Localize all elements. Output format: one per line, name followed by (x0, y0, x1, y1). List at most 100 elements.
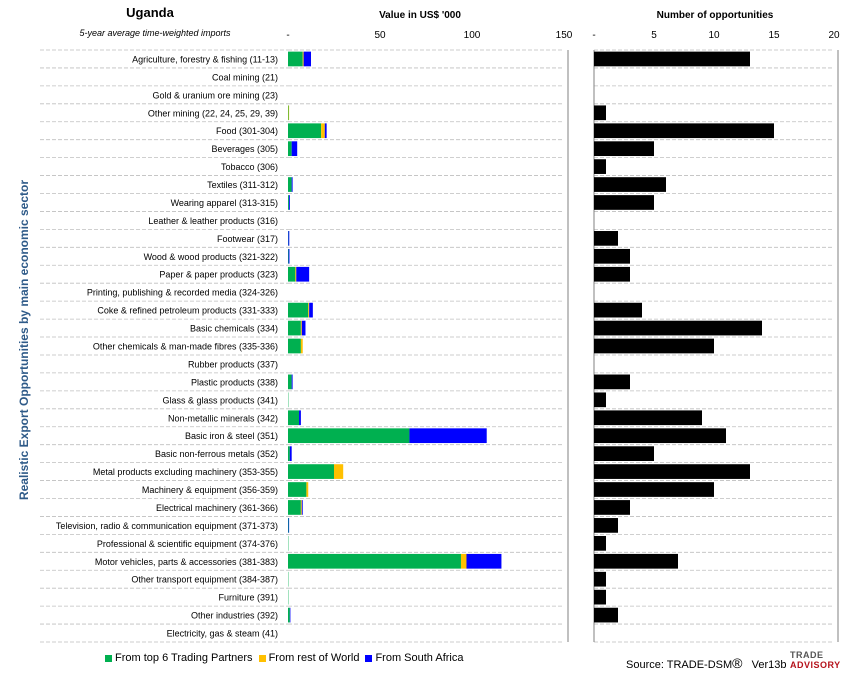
value-bar-segment (321, 123, 325, 139)
category-label: Machinery & equipment (356-359) (142, 485, 278, 495)
value-bar-segment (288, 320, 301, 336)
opportunity-bar (594, 571, 606, 587)
value-bar-segment (466, 553, 502, 569)
legend-item-sa: From South Africa (365, 652, 463, 664)
opportunity-bar (594, 266, 630, 282)
opportunity-bar (594, 123, 774, 139)
opportunity-bar (594, 231, 618, 246)
value-bar-segment (288, 248, 289, 264)
trade-advisory-logo: TRADE ADVISORY (790, 650, 841, 670)
value-bar-segment (409, 428, 487, 444)
opps-tick-label: 10 (708, 30, 720, 41)
value-bar-segment (288, 553, 461, 569)
value-bar-segment (288, 607, 290, 623)
legend-label-row: From rest of World (268, 652, 360, 664)
opportunity-bar (594, 589, 606, 605)
value-bar-segment (308, 302, 310, 318)
registered-mark: ® (732, 655, 743, 671)
value-bar-segment (291, 374, 293, 390)
value-bar-segment (301, 500, 303, 515)
opportunity-bar (594, 338, 714, 354)
category-label: Wood & wood products (321-322) (144, 252, 278, 262)
legend-label-top6: From top 6 Trading Partners (115, 652, 253, 664)
opportunity-bar (594, 464, 750, 479)
opps-tick-label: 5 (651, 30, 657, 41)
legend-swatch-top6 (105, 654, 112, 662)
value-bar-segment (324, 123, 327, 139)
category-label: Food (301-304) (216, 126, 278, 136)
value-tick-label: 50 (374, 30, 386, 41)
value-bar-segment (288, 482, 307, 497)
opportunity-bar (594, 177, 666, 192)
legend-label-sa: From South Africa (375, 652, 464, 664)
legend-swatch-sa (365, 654, 373, 662)
category-label: Professional & scientific equipment (374… (97, 539, 278, 549)
legend-item-row: From rest of World (258, 652, 360, 664)
value-tick-label: 100 (464, 30, 481, 41)
opps-tick-label: 20 (828, 30, 840, 41)
opportunity-bar (594, 446, 654, 461)
value-bar-segment (288, 338, 301, 354)
opportunity-bar (594, 535, 606, 551)
category-label: Electrical machinery (361-366) (156, 503, 278, 513)
category-label: Other chemicals & man-made fibres (335-3… (93, 342, 278, 352)
opportunity-bar (594, 392, 606, 408)
opportunity-bar (594, 320, 762, 336)
category-label: Other transport equipment (384-387) (131, 575, 278, 585)
opportunity-bar (594, 248, 630, 264)
opportunity-bar (594, 141, 654, 157)
value-bar-segment (303, 51, 311, 67)
category-label: Rubber products (337) (188, 359, 278, 369)
value-bar-segment (291, 141, 298, 157)
legend-swatch-row (258, 654, 266, 662)
chart-subtitle: 5-year average time-weighted imports (79, 28, 231, 38)
value-bar-segment (291, 177, 293, 192)
category-label: Coal mining (21) (212, 72, 278, 82)
opportunity-bar (594, 482, 714, 497)
category-label: Television, radio & communication equipm… (56, 521, 278, 531)
opportunity-bar (594, 195, 654, 210)
opportunity-bar (594, 428, 726, 444)
opportunity-bar (594, 302, 642, 318)
legend-item-top6: From top 6 Trading Partners (105, 652, 253, 664)
category-label: Agriculture, forestry & fishing (11-13) (132, 54, 278, 64)
value-bar-segment (288, 464, 334, 479)
category-label: Plastic products (338) (191, 377, 278, 387)
value-bar-segment (288, 248, 290, 264)
value-bar-segment (300, 500, 302, 515)
category-label: Other mining (22, 24, 25, 29, 39) (148, 108, 278, 118)
value-bar-segment (300, 338, 303, 354)
value-bar-segment (288, 518, 290, 533)
value-bar-segment (288, 500, 301, 515)
category-label: Glass & glass products (341) (162, 395, 278, 405)
category-label: Footwear (317) (217, 234, 278, 244)
category-label: Basic chemicals (334) (190, 324, 278, 334)
value-bar-segment (309, 302, 313, 318)
value-bar-segment (301, 320, 306, 336)
category-label: Basic non-ferrous metals (352) (155, 449, 278, 459)
value-bar-segment (288, 231, 290, 246)
opportunity-bar (594, 553, 678, 569)
value-bar-segment (288, 195, 289, 210)
value-tick-label: 150 (556, 30, 573, 41)
value-bar-segment (460, 553, 467, 569)
opps-tick-label: 15 (768, 30, 780, 41)
value-bar-segment (288, 266, 296, 282)
value-bar-segment (288, 428, 410, 444)
value-bar-segment (300, 320, 302, 336)
category-label: Paper & paper products (323) (159, 270, 278, 280)
value-bar-segment (296, 266, 310, 282)
category-label: Furniture (391) (218, 593, 278, 603)
value-chart-title: Value in US$ '000 (379, 10, 461, 21)
value-bar-segment (288, 410, 300, 426)
value-bar-segment (288, 177, 292, 192)
value-bar-segment (302, 51, 304, 67)
value-bar-segment (288, 105, 289, 121)
opportunity-bar (594, 500, 630, 515)
opportunity-bar (594, 374, 630, 390)
opportunity-bar (594, 105, 606, 121)
value-bar-segment (288, 446, 290, 461)
value-bar-segment (288, 51, 303, 67)
value-bar-segment (289, 607, 291, 623)
